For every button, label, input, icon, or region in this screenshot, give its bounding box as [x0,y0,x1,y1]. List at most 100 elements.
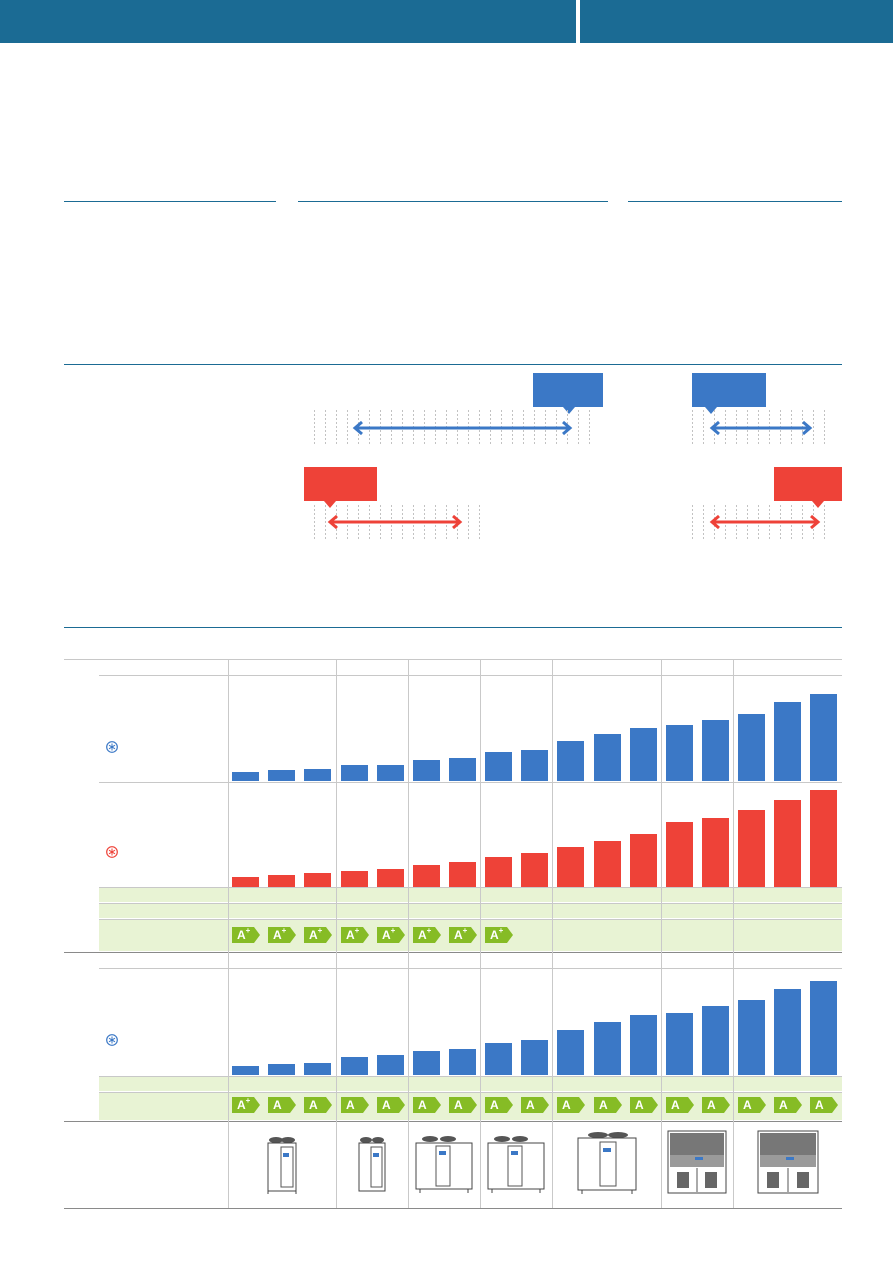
reversible-heating-bar [232,877,259,887]
reversible-heating-bar [630,834,657,887]
reversible-heating-bar [449,862,476,887]
energy-class-badge: A [774,1097,802,1113]
reversible-cooling-bar [377,765,404,781]
reversible-cooling-bar [268,770,295,781]
energy-class-badge: A [413,1097,441,1113]
column-divider [408,659,409,1208]
cooling-range-callout-left [533,373,603,414]
reversible-heating-bar [521,853,548,887]
operating-range-rule [64,364,842,365]
cooling-only-bar [341,1057,368,1075]
energy-class-badge: A [666,1097,694,1113]
reversible-heating-bar [377,869,404,887]
heating-range-arrow-right [709,514,821,530]
reversible-heating-bar [594,841,621,887]
reversible-cooling-bar [774,702,801,781]
column-divider [552,659,553,1208]
header-bar-right [580,0,893,43]
table-line [64,659,842,660]
energy-class-badge: A [738,1097,766,1113]
cooling-only-bar [666,1013,693,1075]
energy-class-badge: A+ [304,927,332,943]
energy-class-badge: A [485,1097,513,1113]
table-line [64,1121,842,1122]
energy-class-badge: A+ [449,927,477,943]
unit-illustration-xlarge [757,1130,819,1194]
reversible-heating-bar [341,871,368,887]
table-line [99,1092,842,1093]
energy-class-badge: A [521,1097,549,1113]
reversible-heating-bar [268,875,295,887]
column-divider [336,659,337,1208]
reversible-cooling-bar [630,728,657,781]
reversible-cooling-bar [449,758,476,781]
reversible-heating-bar [666,822,693,887]
reversible-heating-bar [304,873,331,887]
reversible-heating-bar [557,847,584,887]
section-rule [64,201,276,202]
unit-illustration-medium [415,1136,473,1193]
table-line [99,782,842,783]
energy-class-badge: A+ [232,1097,260,1113]
cooling-only-bar [377,1055,404,1075]
reversible-cooling-bar [702,720,729,781]
cooling-only-bar [630,1015,657,1075]
cooling-only-bar [268,1064,295,1075]
product-range-rule [64,627,842,628]
reversible-cooling-bar [485,752,512,781]
energy-class-badge: A [810,1097,838,1113]
reversible-cooling-bar [521,750,548,781]
energy-class-badge: A [377,1097,405,1113]
cooling-only-bar [557,1030,584,1075]
reversible-cooling-bar [594,734,621,781]
table-line [99,968,842,969]
section-rule [628,201,842,202]
column-divider [661,659,662,1208]
reversible-heating-bar [738,810,765,887]
heating-range-arrow-left [327,514,463,530]
reversible-heating-bar [413,865,440,887]
unit-illustration-small [358,1137,386,1192]
snowflake-icon [106,1034,118,1046]
cooling-range-callout-right [692,373,766,414]
reversible-heating-bar [702,818,729,887]
cooling-range-arrow-right [709,420,813,436]
header-bar-left [0,0,576,43]
cooling-only-bar [449,1049,476,1075]
table-line [99,675,842,676]
reversible-cooling-bar [557,741,584,781]
cooling-only-bar [702,1006,729,1075]
cooling-only-bar [774,989,801,1075]
table-line [99,1076,842,1077]
energy-class-badge: A [304,1097,332,1113]
reversible-cooling-bar [341,765,368,781]
energy-class-badge: A+ [485,927,513,943]
unit-illustration-xlarge [667,1130,727,1194]
cooling-only-bar [521,1040,548,1075]
efficiency-row [99,888,842,902]
reversible-cooling-bar [738,714,765,781]
energy-class-badge: A+ [268,927,296,943]
reversible-heating-bar [774,800,801,887]
energy-class-badge: A [449,1097,477,1113]
energy-class-badge: A [702,1097,730,1113]
cooling-only-bar [413,1051,440,1075]
heating-range-callout-left [304,467,377,508]
cooling-range-arrow-left [352,420,573,436]
efficiency-row [99,904,842,918]
column-divider [480,659,481,1208]
cooling-only-bar [594,1022,621,1075]
unit-illustration-medium [487,1136,545,1193]
column-divider [228,659,229,1208]
snowflake-icon [106,741,118,753]
heating-icon [106,846,118,858]
reversible-cooling-bar [304,769,331,781]
unit-illustration-small [267,1137,297,1194]
reversible-cooling-bar [810,694,837,781]
energy-class-badge: A [630,1097,658,1113]
energy-class-badge: A+ [413,927,441,943]
efficiency-row [99,1077,842,1091]
energy-class-badge: A [268,1097,296,1113]
unit-illustration-large [577,1132,637,1194]
energy-class-badge: A+ [377,927,405,943]
